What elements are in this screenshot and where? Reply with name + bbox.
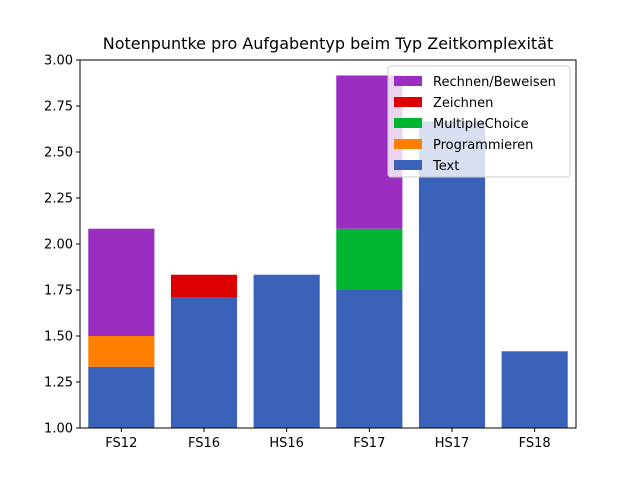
plot-frame: [79, 59, 577, 429]
bar-fs17-series-2: [336, 228, 403, 290]
legend-swatch-1: [394, 97, 422, 107]
legend-swatch-3: [394, 139, 422, 149]
bar-fs12-series-4: [88, 228, 155, 336]
y-tick-label: 1.25: [44, 376, 73, 391]
legend: Rechnen/Beweisen Zeichnen MultipleChoice Pr…: [387, 65, 571, 178]
bar-fs17-series-0: [336, 290, 403, 428]
x-tick-label-hs16: HS16: [269, 436, 304, 451]
y-tick-label: 3.00: [44, 54, 73, 69]
y-axis: 1.00 1.25 1.50 1.75 2.00 2.25 2.50 2.75 3.00: [44, 54, 80, 437]
bar-fs12-series-1: [88, 336, 155, 367]
y-tick-label: 1.75: [44, 284, 73, 299]
x-tick-label-fs12: FS12: [105, 436, 137, 451]
legend-swatch-4: [394, 160, 422, 170]
x-tick-label-fs17: FS17: [353, 436, 385, 451]
legend-swatch-2: [394, 118, 422, 128]
bar-fs16-series-3: [170, 274, 238, 298]
bar-hs16-series-0: [253, 274, 320, 428]
y-tick-label: 1.50: [44, 330, 73, 345]
legend-box: [387, 65, 571, 178]
legend-label-2: MultipleChoice: [433, 117, 529, 132]
y-tick-label: 2.25: [44, 192, 73, 207]
x-axis: FS12 FS16 HS16 FS17 HS17 FS18: [105, 428, 551, 451]
legend-label-1: Zeichnen: [433, 96, 493, 111]
y-tick-label: 2.00: [44, 238, 73, 253]
chart-title: Notenpuntke pro Aufgabentyp beim Typ Zei…: [103, 34, 554, 53]
y-tick-label: 2.50: [44, 146, 73, 161]
x-tick-label-fs16: FS16: [188, 436, 220, 451]
y-tick-label: 1.00: [44, 422, 73, 437]
bar-fs18-series-0: [501, 351, 568, 428]
legend-label-3: Programmieren: [433, 138, 533, 153]
legend-label-0: Rechnen/Beweisen: [433, 75, 556, 90]
legend-label-4: Text: [432, 159, 459, 174]
y-tick-label: 2.75: [44, 100, 73, 115]
x-tick-label-hs17: HS17: [435, 436, 470, 451]
x-tick-label-fs18: FS18: [519, 436, 551, 451]
bar-fs12-series-0: [88, 366, 155, 428]
legend-swatch-0: [394, 76, 422, 86]
bar-fs16-series-0: [170, 297, 238, 428]
